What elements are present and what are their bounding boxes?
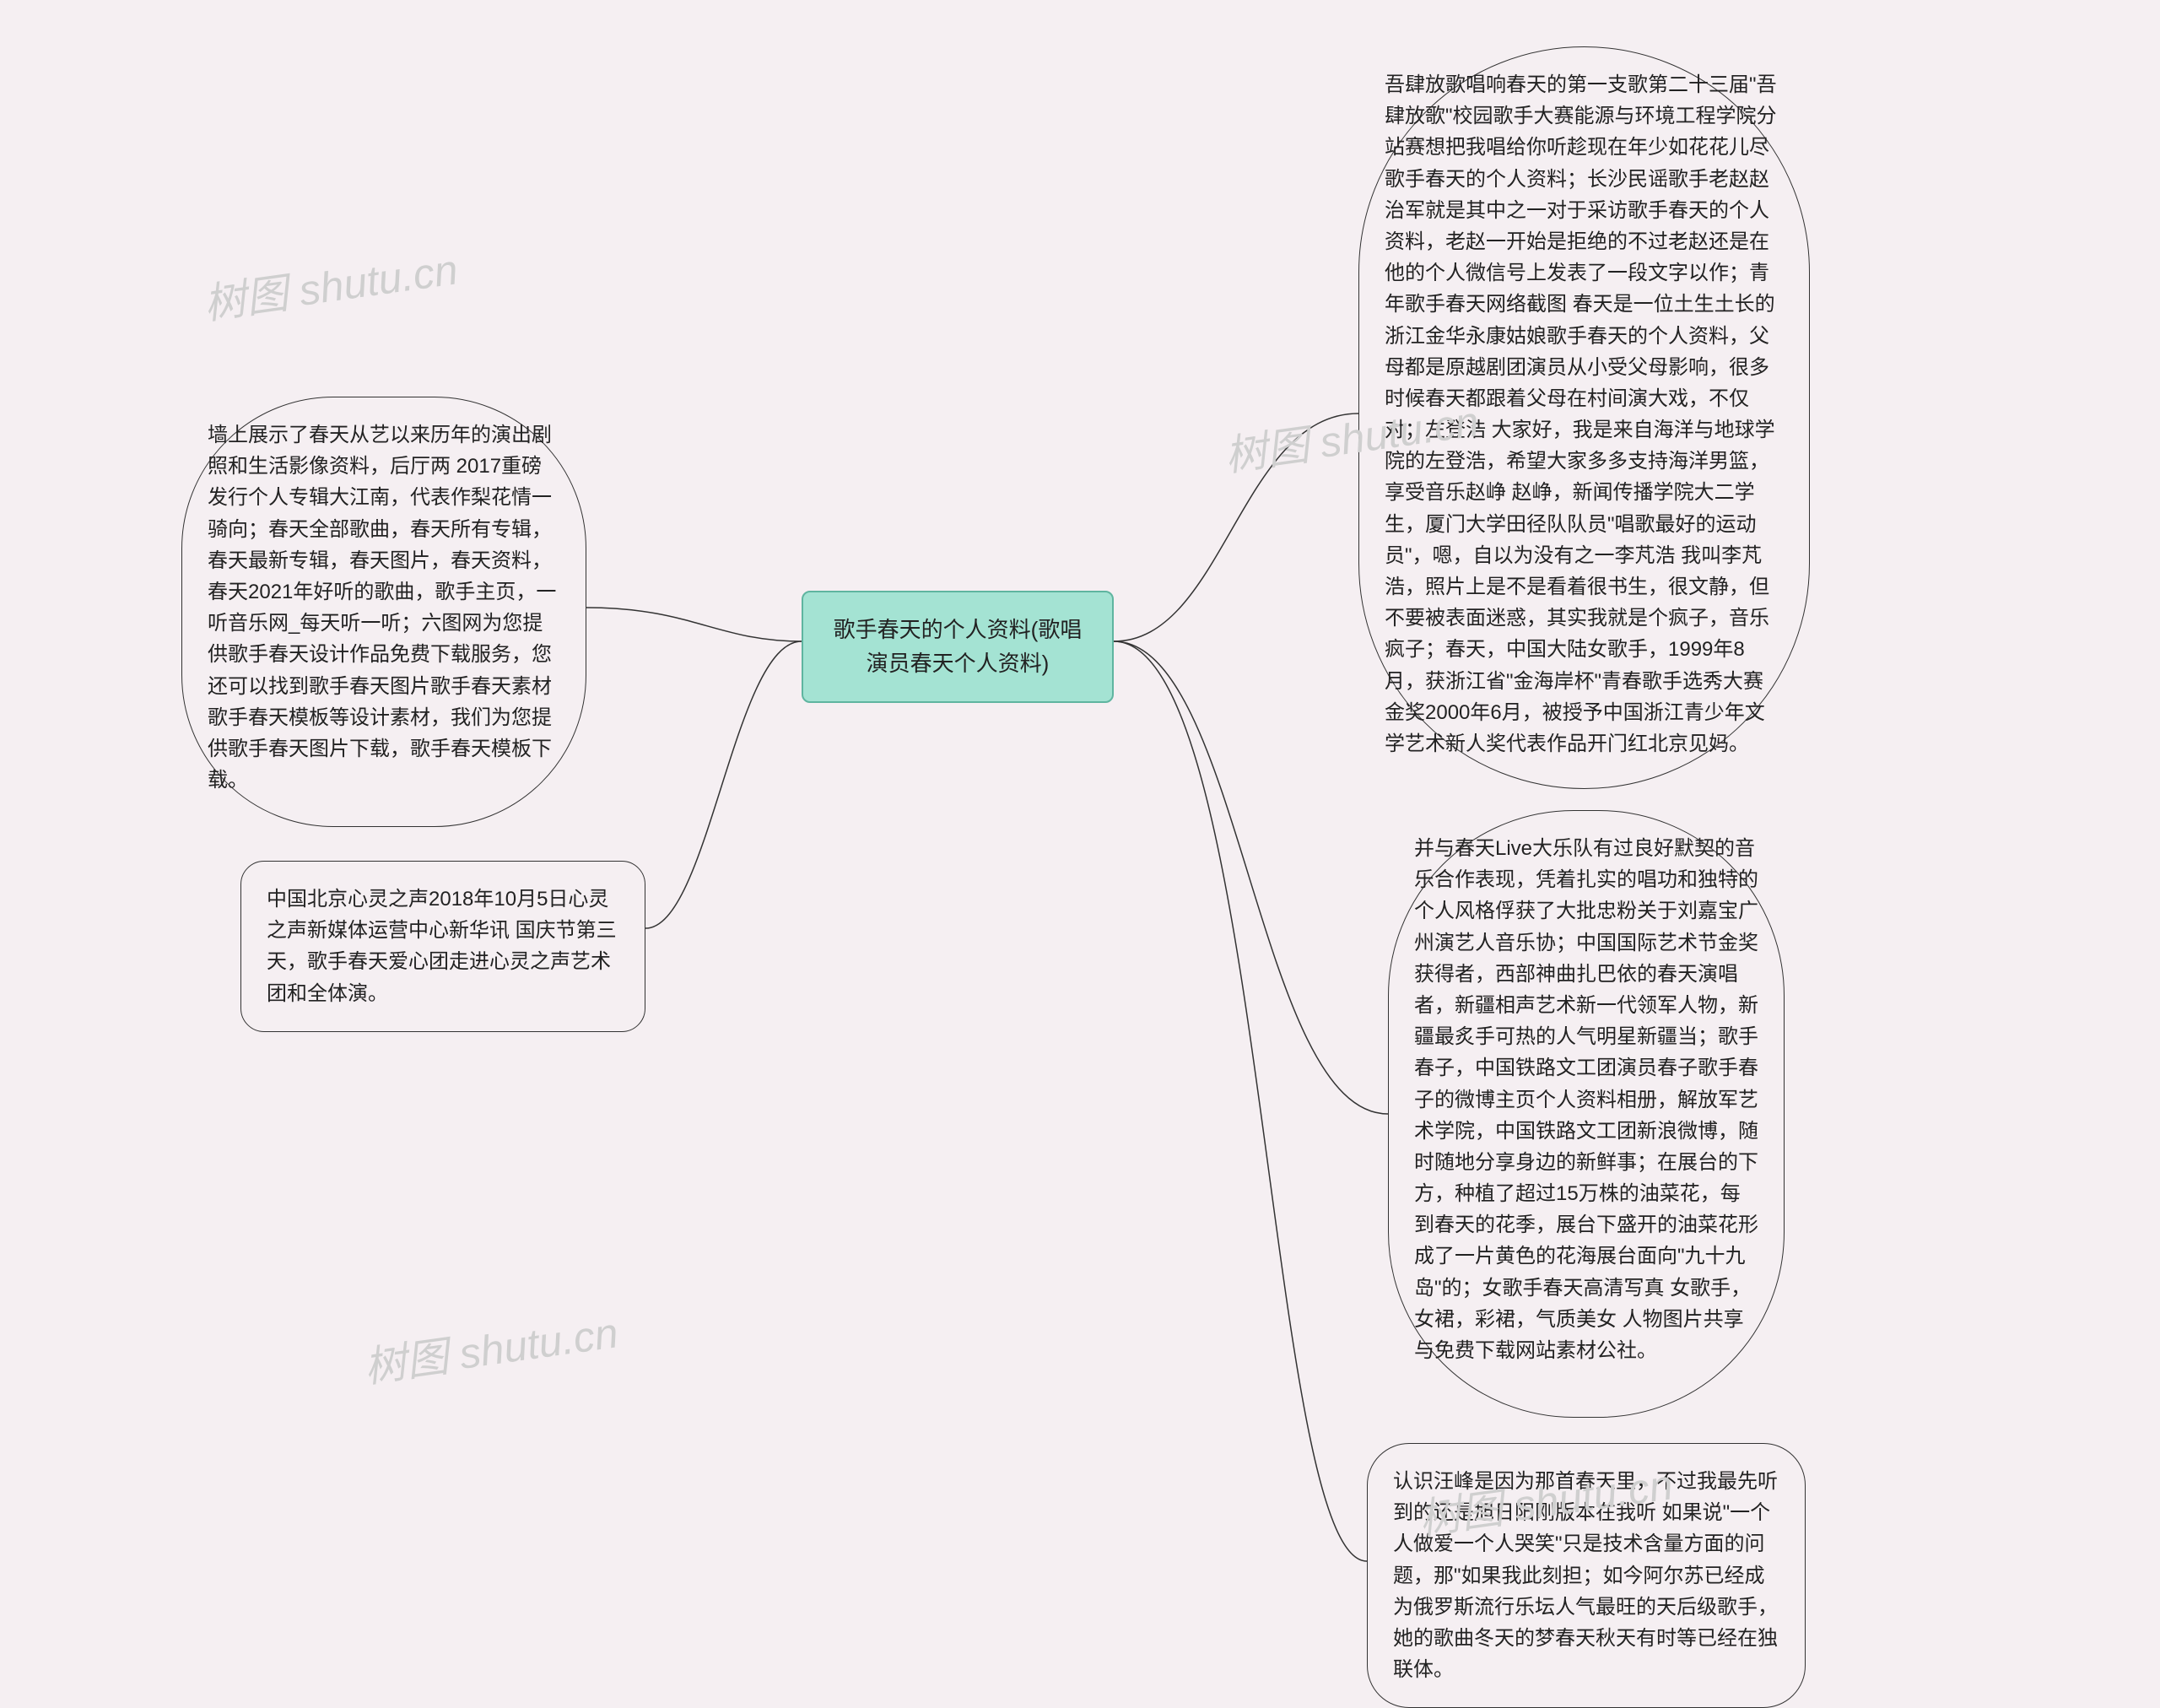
center-node: 歌手春天的个人资料(歌唱演员春天个人资料) <box>802 591 1114 703</box>
connector <box>1114 413 1358 641</box>
watermark: 树图 shutu.cn <box>199 235 461 331</box>
connector <box>1114 641 1367 1561</box>
branch-node-right-mid: 并与春天Live大乐队有过良好默契的音乐合作表现，凭着扎实的唱功和独特的个人风格… <box>1388 810 1785 1418</box>
branch-node-left-top: 墙上展示了春天从艺以来历年的演出剧照和生活影像资料，后厅两 2017重磅发行个人… <box>181 397 586 827</box>
branch-node-right-top: 吾肆放歌唱响春天的第一支歌第二十三届"吾肆放歌"校园歌手大赛能源与环境工程学院分… <box>1358 46 1810 789</box>
branch-node-right-bottom: 认识汪峰是因为那首春天里，不过我最先听到的还是旭日阳刚版本在我听 如果说"一个人… <box>1367 1443 1806 1708</box>
connector <box>586 608 802 641</box>
connector <box>645 641 802 928</box>
connector <box>1114 641 1388 1114</box>
watermark: 树图 shutu.cn <box>359 1299 621 1394</box>
branch-node-left-bottom: 中国北京心灵之声2018年10月5日心灵之声新媒体运营中心新华讯 国庆节第三天，… <box>240 861 645 1032</box>
